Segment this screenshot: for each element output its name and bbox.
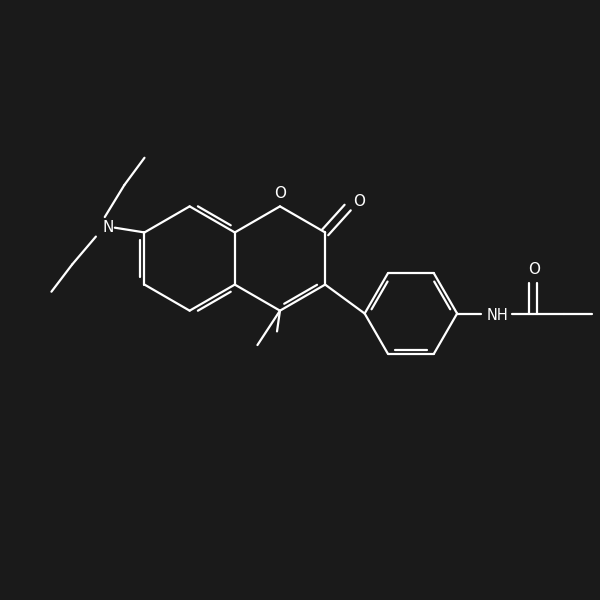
Text: O: O (353, 194, 365, 209)
Text: NH: NH (487, 308, 508, 323)
Text: O: O (274, 186, 286, 201)
Text: N: N (102, 220, 113, 235)
Text: O: O (528, 262, 540, 277)
Text: I: I (599, 306, 600, 321)
